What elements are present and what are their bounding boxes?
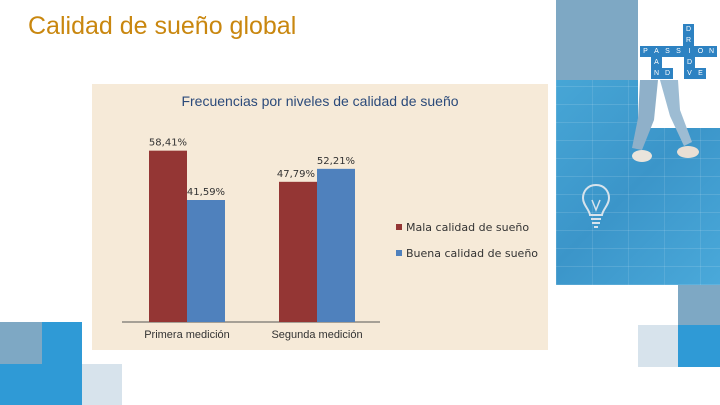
data-label: 58,41% [149, 138, 187, 149]
legend-swatch [396, 224, 402, 230]
chart-panel: Frecuencias por niveles de calidad de su… [92, 84, 548, 350]
legend-item: Mala calidad de sueño [396, 216, 538, 238]
decor-block [638, 325, 678, 367]
decor-block [0, 322, 42, 364]
logo-letter: D [684, 57, 695, 68]
bar-buena-1 [187, 200, 225, 322]
chart-legend: Mala calidad de sueño Buena calidad de su… [396, 216, 538, 268]
decor-block [42, 322, 82, 405]
legend-label: Mala calidad de sueño [406, 220, 530, 234]
legend-item: Buena calidad de sueño [396, 242, 538, 264]
decor-block [0, 364, 42, 405]
decor-block [82, 364, 122, 405]
decor-block [556, 0, 638, 80]
bar-mala-2 [279, 181, 317, 322]
logo-letter: N [706, 46, 717, 57]
lightbulb-icon [581, 183, 611, 228]
bar-chart: 58,41% 41,59% Primera medición 47,79%52,21%… [122, 138, 380, 341]
logo-letter: D [662, 68, 673, 79]
logo-letter: S [662, 46, 673, 57]
logo-letter: P [640, 46, 651, 57]
jeans-legs-illustration [632, 80, 699, 162]
chart-title: Frecuencias por niveles de calidad de su… [181, 93, 459, 109]
logo-letter: V [684, 68, 695, 79]
legend-label: Buena calidad de sueño [406, 246, 539, 260]
decor-block [678, 325, 720, 367]
logo-letter: A [651, 46, 662, 57]
bar-mala-1 [149, 150, 187, 322]
logo-letter: I [684, 46, 695, 57]
logo-letter: S [673, 46, 684, 57]
data-label: 47,79% [277, 169, 315, 180]
decor-block [678, 285, 720, 325]
logo-letter: R [683, 35, 694, 46]
category-label: Segunda medición [271, 329, 362, 341]
legend-swatch [396, 250, 402, 256]
logo-letter: E [695, 68, 706, 79]
category-label: Primera medición [144, 329, 230, 341]
logo-letter: O [695, 46, 706, 57]
bar-buena-2 [317, 168, 355, 322]
logo-letter: A [651, 57, 662, 68]
data-label: 52,21% [317, 156, 355, 167]
logo-letter: N [651, 68, 662, 79]
logo-letter: D [683, 24, 694, 35]
data-label: 41,59% [187, 187, 225, 198]
slide-title: Calidad de sueño global [28, 12, 297, 40]
